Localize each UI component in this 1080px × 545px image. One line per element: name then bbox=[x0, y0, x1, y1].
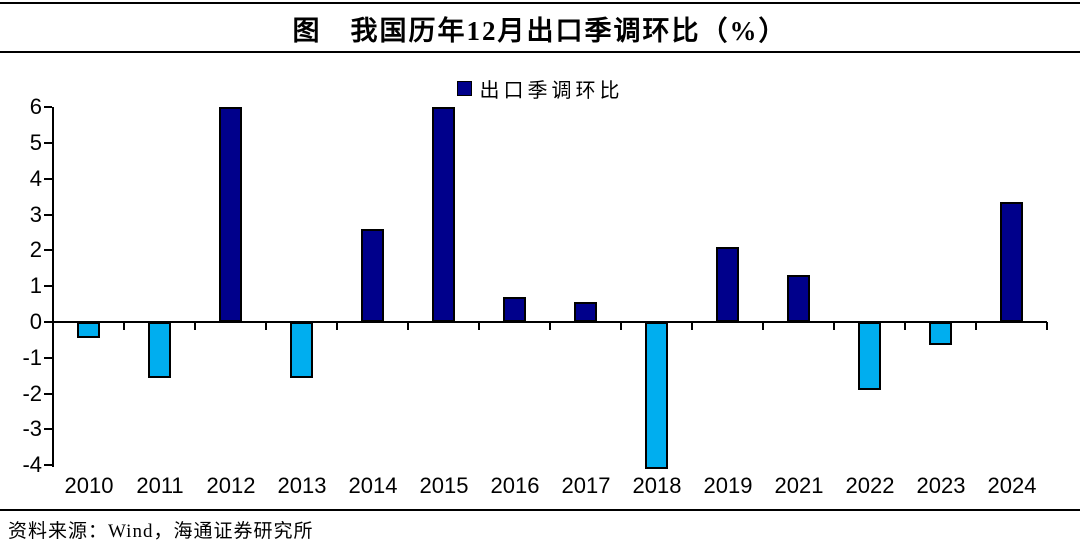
x-tick bbox=[691, 322, 693, 330]
y-tick-label-6: 6 bbox=[29, 94, 42, 120]
bar-2019 bbox=[716, 247, 739, 322]
x-tick-label-2011: 2011 bbox=[136, 473, 184, 498]
bar-2013 bbox=[290, 322, 313, 378]
x-tick bbox=[904, 322, 906, 330]
x-tick-label-2016: 2016 bbox=[490, 473, 540, 498]
y-tick-label--2: -2 bbox=[22, 380, 42, 406]
bar-2023 bbox=[929, 322, 952, 345]
x-tick-label-2015: 2015 bbox=[419, 473, 469, 498]
x-tick bbox=[762, 322, 764, 330]
title-separator-rule bbox=[0, 51, 1080, 53]
bar-2016 bbox=[503, 297, 526, 322]
y-tick bbox=[44, 213, 52, 216]
y-tick bbox=[44, 321, 52, 323]
y-tick bbox=[44, 428, 52, 431]
legend-swatch-icon bbox=[456, 81, 472, 96]
x-tick-label-2010: 2010 bbox=[64, 473, 114, 498]
x-tick-label-2017: 2017 bbox=[561, 473, 611, 498]
x-tick-label-2018: 2018 bbox=[632, 473, 682, 498]
x-tick bbox=[265, 322, 267, 330]
chart-title: 图 我国历年12月出口季调环比（%） bbox=[292, 16, 788, 46]
x-tick-label-2021: 2021 bbox=[774, 473, 824, 498]
bar-2017 bbox=[574, 302, 597, 322]
y-tick bbox=[44, 285, 52, 288]
x-tick bbox=[336, 322, 338, 330]
y-tick-label-1: 1 bbox=[29, 273, 42, 299]
x-tick bbox=[52, 322, 54, 330]
x-tick-label-2024: 2024 bbox=[987, 473, 1037, 498]
bar-2021 bbox=[787, 275, 810, 322]
source-note: 资料来源：Wind，海通证券研究所 bbox=[8, 521, 314, 542]
x-tick-label-2014: 2014 bbox=[348, 473, 398, 498]
x-tick-label-2013: 2013 bbox=[277, 473, 327, 498]
y-tick-label-3: 3 bbox=[29, 201, 42, 227]
y-tick bbox=[44, 464, 52, 467]
x-tick-label-2019: 2019 bbox=[703, 473, 753, 498]
x-tick bbox=[833, 322, 835, 330]
y-tick-label-4: 4 bbox=[29, 165, 42, 191]
x-tick bbox=[478, 322, 480, 330]
y-tick-label--3: -3 bbox=[22, 416, 42, 442]
y-tick bbox=[44, 249, 52, 252]
x-tick-label-2012: 2012 bbox=[206, 473, 256, 498]
y-tick bbox=[44, 141, 52, 144]
x-tick bbox=[407, 322, 409, 330]
y-tick-label-2: 2 bbox=[29, 237, 42, 263]
bar-2010 bbox=[77, 322, 100, 338]
footer-separator-rule bbox=[0, 509, 1080, 511]
y-tick bbox=[44, 177, 52, 180]
x-tick bbox=[1046, 322, 1048, 330]
x-tick bbox=[123, 322, 125, 330]
x-tick-label-2023: 2023 bbox=[916, 473, 966, 498]
y-axis-line bbox=[52, 107, 54, 467]
y-tick bbox=[44, 392, 52, 395]
legend-label: 出口季调环比 bbox=[479, 80, 624, 102]
bar-2012 bbox=[219, 107, 242, 322]
x-tick bbox=[975, 322, 977, 330]
bar-2015 bbox=[432, 107, 455, 322]
y-tick-label-0: 0 bbox=[29, 309, 42, 334]
legend: 出口季调环比 bbox=[0, 74, 1080, 103]
y-tick-label--4: -4 bbox=[22, 452, 42, 478]
bar-2024 bbox=[1000, 202, 1023, 322]
x-tick-label-2022: 2022 bbox=[845, 473, 895, 498]
y-tick-label--1: -1 bbox=[22, 344, 42, 370]
bar-2018 bbox=[645, 322, 668, 469]
x-tick bbox=[194, 322, 196, 330]
bar-2011 bbox=[148, 322, 171, 378]
y-tick-label-5: 5 bbox=[29, 129, 42, 155]
y-tick bbox=[44, 106, 52, 109]
x-tick bbox=[549, 322, 551, 330]
bar-2014 bbox=[361, 229, 384, 322]
y-tick bbox=[44, 356, 52, 359]
x-tick bbox=[620, 322, 622, 330]
bar-2022 bbox=[858, 322, 881, 390]
top-rule bbox=[0, 2, 1080, 4]
